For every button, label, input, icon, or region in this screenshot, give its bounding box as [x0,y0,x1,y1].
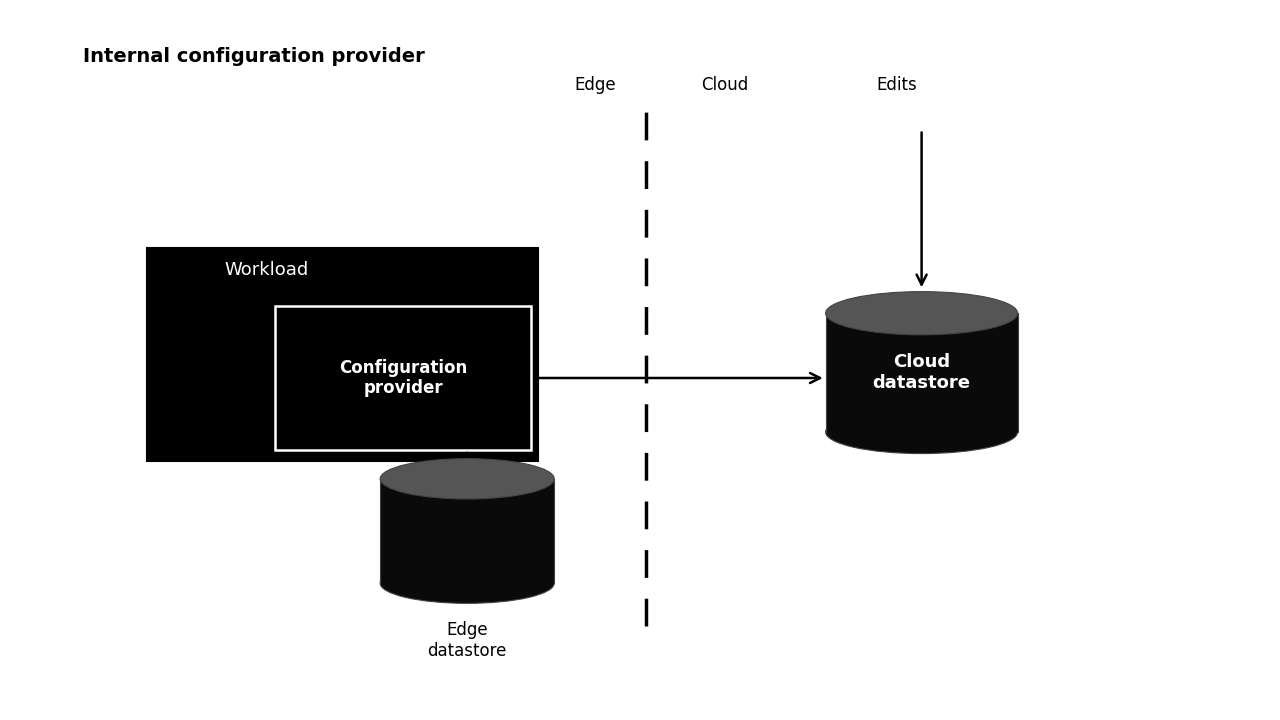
Text: Edits: Edits [877,76,918,94]
Bar [275,306,531,450]
Polygon shape [826,313,1018,432]
Text: Workload: Workload [224,261,308,279]
Text: Internal configuration provider: Internal configuration provider [83,47,425,66]
Text: Cloud: Cloud [701,76,749,94]
Text: Edge
datastore: Edge datastore [428,621,507,660]
Polygon shape [380,479,554,583]
Text: Edge: Edge [575,76,616,94]
Ellipse shape [380,563,554,603]
Ellipse shape [826,292,1018,335]
Text: Configuration
provider: Configuration provider [339,359,467,397]
Text: Cloud
datastore: Cloud datastore [873,354,970,392]
Ellipse shape [826,410,1018,454]
Ellipse shape [380,459,554,499]
Bar [147,248,538,461]
